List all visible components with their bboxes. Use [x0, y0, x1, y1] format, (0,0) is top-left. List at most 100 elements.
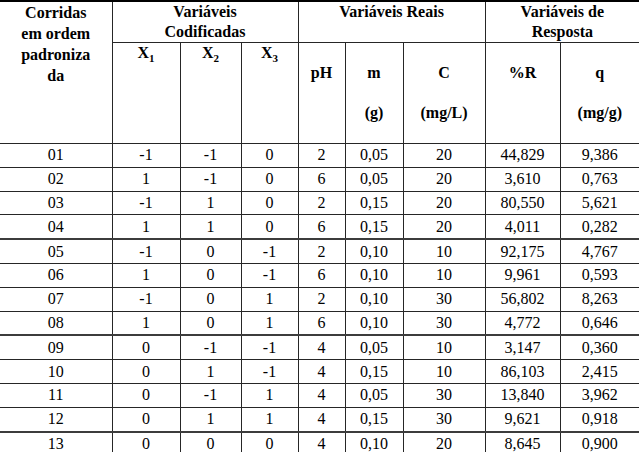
cell-x1: 0 — [112, 335, 180, 359]
cell-m: 0,10 — [345, 311, 403, 335]
cell-x3: 1 — [241, 287, 298, 311]
cell-x2: 0 — [180, 239, 241, 263]
cell-m: 0,15 — [345, 407, 403, 431]
table-row: 08 1 0 1 6 0,10 30 4,772 0,646 — [0, 311, 639, 335]
cell-percent-r: 56,802 — [485, 287, 560, 311]
cell-c: 30 — [403, 407, 485, 431]
col-header-x1-sub: 1 — [149, 52, 155, 64]
cell-run: 08 — [0, 311, 112, 335]
cell-c: 20 — [403, 167, 485, 191]
cell-x1: 0 — [112, 432, 180, 452]
cell-x2: -1 — [180, 383, 241, 407]
cell-percent-r: 4,011 — [485, 215, 560, 239]
cell-x2: 1 — [180, 191, 241, 215]
cell-x3: -1 — [241, 263, 298, 287]
cell-x3: 0 — [241, 215, 298, 239]
cell-q: 0,918 — [560, 407, 639, 431]
cell-run: 07 — [0, 287, 112, 311]
cell-ph: 6 — [298, 215, 345, 239]
cell-m: 0,10 — [345, 287, 403, 311]
cell-c: 10 — [403, 263, 485, 287]
cell-c: 20 — [403, 215, 485, 239]
cell-x3: 1 — [241, 311, 298, 335]
cell-ph: 2 — [298, 239, 345, 263]
col-header-q-line2: (mg/g) — [561, 103, 639, 123]
cell-q: 0,646 — [560, 311, 639, 335]
cell-x3: 0 — [241, 191, 298, 215]
cell-q: 9,386 — [560, 144, 639, 168]
cell-x1: 0 — [112, 360, 180, 384]
cell-q: 3,962 — [560, 383, 639, 407]
cell-ph: 4 — [298, 335, 345, 359]
cell-m: 0,05 — [345, 335, 403, 359]
table-row: 04 1 1 0 6 0,15 20 4,011 0,282 — [0, 215, 639, 239]
cell-run: 11 — [0, 383, 112, 407]
table-row: 03 -1 1 0 2 0,15 20 80,550 5,621 — [0, 191, 639, 215]
cell-c: 30 — [403, 383, 485, 407]
cell-run: 06 — [0, 263, 112, 287]
cell-x2: 0 — [180, 287, 241, 311]
cell-run: 09 — [0, 335, 112, 359]
cell-m: 0,10 — [345, 432, 403, 452]
cell-x1: 1 — [112, 167, 180, 191]
cell-ph: 6 — [298, 263, 345, 287]
table-row: 09 0 -1 -1 4 0,05 10 3,147 0,360 — [0, 335, 639, 359]
cell-percent-r: 92,175 — [485, 239, 560, 263]
cell-x1: -1 — [112, 287, 180, 311]
cell-run: 12 — [0, 407, 112, 431]
cell-c: 10 — [403, 360, 485, 384]
cell-x3: 1 — [241, 383, 298, 407]
table-row: 12 0 1 1 4 0,15 30 9,621 0,918 — [0, 407, 639, 431]
cell-ph: 4 — [298, 360, 345, 384]
cell-q: 4,767 — [560, 239, 639, 263]
cell-x1: 1 — [112, 263, 180, 287]
col-header-c-line2: (mg/L) — [404, 103, 485, 123]
col-header-q-line1: q — [561, 63, 639, 83]
cell-c: 30 — [403, 287, 485, 311]
col-header-x3: X3 — [241, 43, 298, 144]
cell-run: 05 — [0, 239, 112, 263]
cell-ph: 2 — [298, 191, 345, 215]
cell-ph: 2 — [298, 287, 345, 311]
col-header-x2-base: X — [202, 44, 214, 61]
cell-x3: -1 — [241, 335, 298, 359]
cell-x3: -1 — [241, 360, 298, 384]
cell-ph: 6 — [298, 311, 345, 335]
cell-run: 01 — [0, 144, 112, 168]
cell-run: 04 — [0, 215, 112, 239]
cell-x2: -1 — [180, 167, 241, 191]
page: Corridas em ordem padroniza da Variáveis… — [0, 0, 639, 452]
col-header-c: C (mg/L) — [403, 43, 485, 144]
cell-x1: 0 — [112, 407, 180, 431]
cell-m: 0,10 — [345, 239, 403, 263]
cell-m: 0,10 — [345, 263, 403, 287]
cell-q: 8,263 — [560, 287, 639, 311]
col-header-m: m (g) — [345, 43, 403, 144]
cell-percent-r: 44,829 — [485, 144, 560, 168]
cell-m: 0,15 — [345, 360, 403, 384]
col-header-runs: Corridas em ordem padroniza da — [0, 1, 112, 144]
col-header-m-line1: m — [346, 63, 403, 83]
group-header-response-variables: Variáveis de Resposta — [485, 1, 639, 43]
cell-q: 0,360 — [560, 335, 639, 359]
cell-x2: 0 — [180, 263, 241, 287]
table-body: 01 -1 -1 0 2 0,05 20 44,829 9,386 02 1 -… — [0, 144, 639, 452]
table-row: 02 1 -1 0 6 0,05 20 3,610 0,763 — [0, 167, 639, 191]
cell-run: 10 — [0, 360, 112, 384]
cell-run: 02 — [0, 167, 112, 191]
group-header-real-variables: Variáveis Reais — [298, 1, 485, 43]
cell-x2: -1 — [180, 335, 241, 359]
cell-x2: 1 — [180, 407, 241, 431]
table-row: 05 -1 0 -1 2 0,10 10 92,175 4,767 — [0, 239, 639, 263]
cell-m: 0,15 — [345, 191, 403, 215]
table-row: 10 0 1 -1 4 0,15 10 86,103 2,415 — [0, 360, 639, 384]
cell-x2: 0 — [180, 432, 241, 452]
col-header-percent-r-line1: %R — [486, 63, 560, 83]
cell-x1: -1 — [112, 191, 180, 215]
cell-x3: 0 — [241, 144, 298, 168]
cell-ph: 4 — [298, 383, 345, 407]
cell-percent-r: 3,147 — [485, 335, 560, 359]
cell-ph: 4 — [298, 407, 345, 431]
table-row: 01 -1 -1 0 2 0,05 20 44,829 9,386 — [0, 144, 639, 168]
cell-run: 13 — [0, 432, 112, 452]
